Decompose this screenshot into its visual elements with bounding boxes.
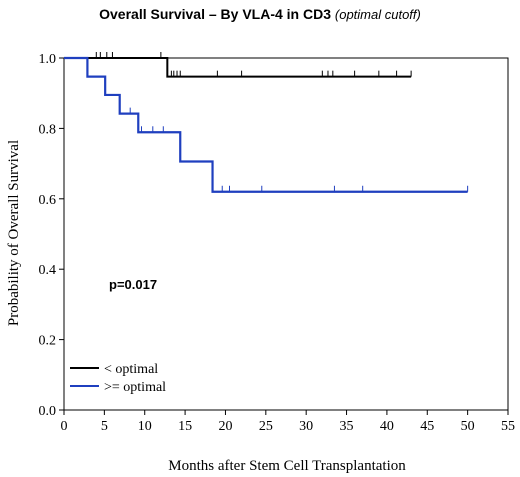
y-tick-label: 0.6 (39, 193, 57, 208)
x-tick-label: 20 (218, 419, 232, 434)
y-tick-label: 0.2 (39, 334, 57, 349)
x-tick-label: 10 (138, 419, 152, 434)
chart-title: Overall Survival – By VLA-4 in CD3 (opti… (0, 6, 520, 22)
x-tick-label: 30 (299, 419, 313, 434)
y-tick-label: 0.8 (39, 122, 57, 137)
x-tick-label: 35 (340, 419, 354, 434)
legend-label: >= optimal (104, 380, 166, 395)
series-line-above-optimal (64, 56, 468, 193)
y-axis-label: Probability of Overall Survival (6, 140, 22, 326)
x-tick-label: 50 (461, 419, 475, 434)
chart-title-sub: (optimal cutoff) (334, 7, 421, 22)
chart-title-main: Overall Survival – By VLA-4 in CD3 (99, 6, 331, 22)
x-tick-label: 0 (61, 419, 68, 434)
x-tick-label: 15 (178, 419, 192, 434)
y-tick-label: 0.4 (39, 263, 57, 278)
series-layer (64, 52, 469, 193)
legend-label: < optimal (104, 362, 158, 377)
y-tick-label: 0.0 (39, 404, 57, 419)
x-axis-label: Months after Stem Cell Transplantation (168, 458, 406, 474)
x-tick-label: 25 (259, 419, 273, 434)
x-tick-label: 40 (380, 419, 394, 434)
p-value-annotation: p=0.017 (109, 277, 157, 292)
plot-frame (63, 57, 509, 411)
legend: < optimal >= optimal (70, 362, 166, 395)
x-tick-label: 5 (101, 419, 108, 434)
y-tick-label: 1.0 (39, 52, 57, 67)
axes: 0 5 10 15 20 25 30 35 40 45 50 55 0.0 0.2 0.4 0.6 0.8 1.0 (39, 52, 516, 434)
x-tick-label: 55 (501, 419, 515, 434)
series-line-below-optimal (64, 57, 412, 78)
x-tick-label: 45 (420, 419, 434, 434)
